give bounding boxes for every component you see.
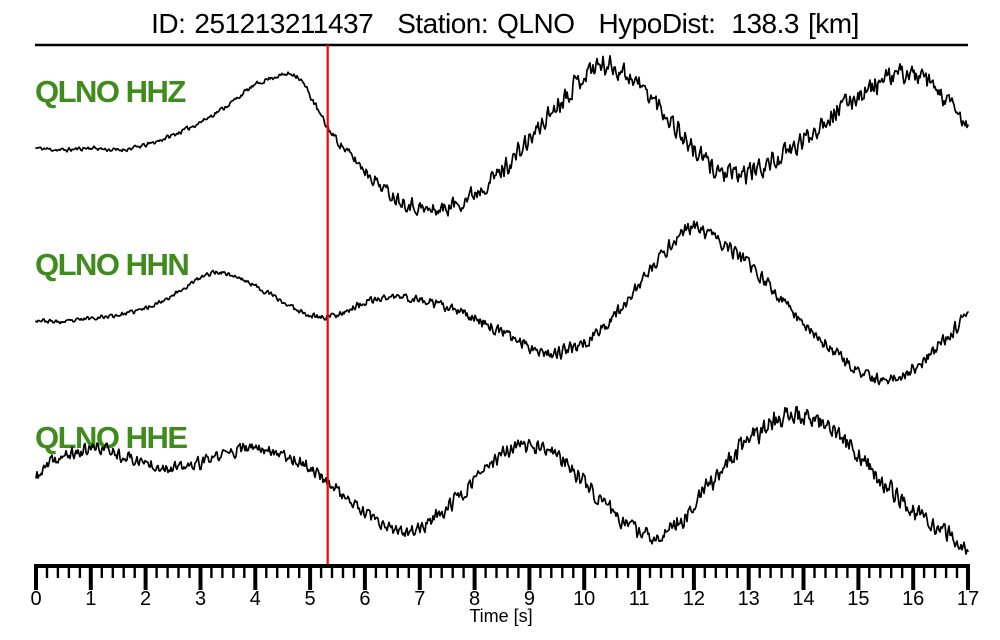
x-tick-label: 16 — [902, 588, 924, 610]
x-tick-label: 17 — [957, 588, 979, 610]
tick-label-group: 0 1 2 3 4 5 6 7 8 9 10 11 12 13 14 15 16 17 — [30, 588, 979, 610]
minor-ticks — [45, 566, 959, 578]
x-tick-label: 12 — [683, 588, 705, 610]
x-tick-label: 7 — [414, 588, 425, 610]
hypodist-unit: [km] — [808, 8, 859, 39]
x-tick-label: 3 — [195, 588, 206, 610]
waveform-hhn — [35, 220, 969, 386]
station-value: QLNO — [497, 8, 574, 39]
waveform-hhe — [35, 405, 969, 555]
x-tick-label: 15 — [847, 588, 869, 610]
figure-title: ID: 251213211437 Station: QLNO HypoDist: 138.… — [151, 8, 859, 39]
x-tick-label: 0 — [30, 588, 41, 610]
x-tick-label: 5 — [305, 588, 316, 610]
hypodist-value: 138.3 — [731, 8, 799, 39]
major-ticks — [34, 566, 970, 590]
x-tick-label: 2 — [140, 588, 151, 610]
time-axis: 0 1 2 3 4 5 6 7 8 9 10 11 12 13 14 15 16 17 Time [s] — [30, 564, 979, 626]
station-label: Station: — [397, 8, 488, 39]
time-axis-label: Time [s] — [469, 606, 532, 626]
x-tick-label: 11 — [629, 588, 650, 610]
x-tick-label: 9 — [524, 588, 535, 610]
id-label: ID: — [151, 8, 185, 39]
x-tick-label: 4 — [250, 588, 261, 610]
trace-group — [35, 55, 969, 555]
id-value: 251213211437 — [194, 8, 373, 39]
trace-label-hhe: QLNO HHE — [35, 420, 187, 455]
x-tick-label: 8 — [469, 588, 480, 610]
trace-label-hhz: QLNO HHZ — [35, 74, 186, 109]
x-tick-label: 13 — [738, 588, 760, 610]
x-tick-label: 6 — [359, 588, 370, 610]
x-tick-label: 14 — [792, 588, 814, 610]
x-tick-label: 10 — [573, 588, 595, 610]
hypodist-label: HypoDist: — [599, 8, 716, 39]
trace-label-hhn: QLNO HHN — [35, 247, 188, 282]
x-tick-label: 1 — [85, 588, 96, 610]
waveform-hhz — [35, 55, 969, 217]
